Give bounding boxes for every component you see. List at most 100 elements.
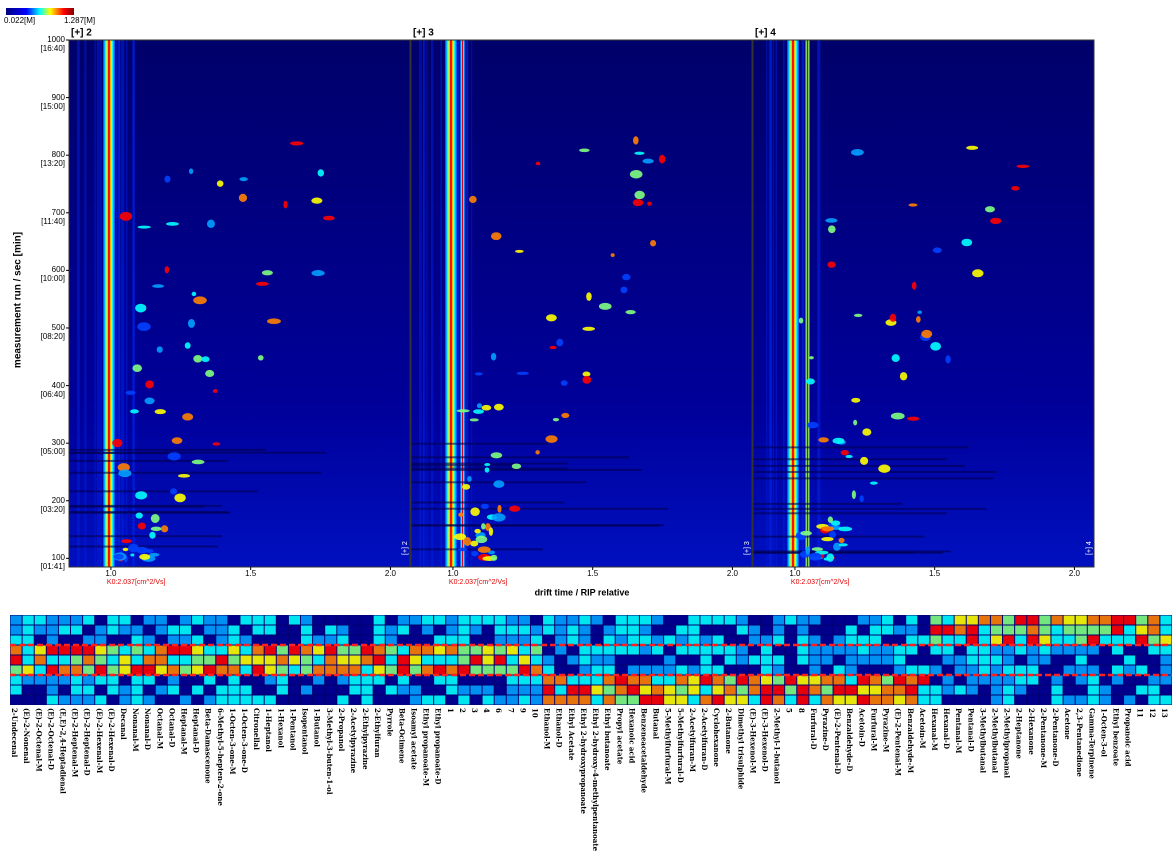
fingerprint: 2-Undecenal (E)-2-Nonenal (E)-2-Octenal-M(… xyxy=(10,615,1172,852)
fingerprint-cell xyxy=(736,645,748,655)
fingerprint-cell xyxy=(373,625,385,635)
fingerprint-cell xyxy=(567,645,579,655)
fingerprint-cell xyxy=(833,625,845,635)
fingerprint-cell xyxy=(918,655,930,665)
fingerprint-cell xyxy=(276,635,288,645)
fingerprint-cell xyxy=(821,695,833,705)
fingerprint-cell xyxy=(71,635,83,645)
x-tick-label: 1.0 xyxy=(105,569,117,578)
fingerprint-cell xyxy=(894,695,906,705)
y-tick-label: 300 [05:00] xyxy=(40,438,65,457)
fingerprint-cell xyxy=(869,645,881,655)
spot xyxy=(149,531,156,539)
compound-label: (E)-2-Octenal-D xyxy=(46,708,55,770)
spot xyxy=(477,546,491,553)
fingerprint-cell xyxy=(942,685,954,695)
spot xyxy=(850,148,864,156)
fingerprint-cell xyxy=(1051,615,1063,625)
fingerprint-cell xyxy=(760,655,773,665)
fingerprint-cell xyxy=(833,645,845,655)
fingerprint-cell xyxy=(966,675,978,685)
fingerprint-cell xyxy=(676,665,688,675)
fingerprint-cell xyxy=(506,695,518,705)
compound-label: Ethanol-D xyxy=(555,708,564,748)
spot xyxy=(915,316,921,323)
fingerprint-cell xyxy=(543,625,555,635)
fingerprint-cell xyxy=(785,635,797,645)
fingerprint-cell xyxy=(930,665,942,675)
compound-label: Benzaldehyde-M xyxy=(906,708,915,773)
spot xyxy=(149,552,160,557)
spot xyxy=(206,219,215,228)
fingerprint-cell xyxy=(664,655,676,665)
streak xyxy=(455,40,459,567)
fingerprint-cell xyxy=(748,695,760,705)
fingerprint-cell xyxy=(930,695,942,705)
fingerprint-cell xyxy=(845,685,857,695)
y-tick-label: 200 [03:20] xyxy=(40,495,65,514)
fingerprint-cell xyxy=(990,665,1003,675)
compound-label: 3-Methyl-3-buten-1-ol xyxy=(325,708,334,795)
fingerprint-cell xyxy=(1063,625,1075,635)
compound-label: 1-Butanol xyxy=(313,708,322,747)
fingerprint-cell xyxy=(288,615,300,625)
fingerprint-cell xyxy=(22,625,34,635)
fingerprint-cell xyxy=(228,615,240,625)
fingerprint-cell xyxy=(179,675,192,685)
fingerprint-cell xyxy=(276,695,288,705)
spot xyxy=(845,454,853,459)
fingerprint-cell xyxy=(845,695,857,705)
fingerprint-cell xyxy=(34,635,46,645)
fingerprint-cell xyxy=(882,685,894,695)
fingerprint-cell xyxy=(1124,655,1136,665)
spot xyxy=(493,403,504,411)
fingerprint-cell xyxy=(736,695,748,705)
fingerprint-cell xyxy=(107,655,119,665)
rip-annotation: K0:2.037[cm^2/Vs] xyxy=(449,579,508,586)
panel-background xyxy=(753,40,1094,567)
fingerprint-cell xyxy=(1087,645,1099,655)
fingerprint-cell xyxy=(397,655,409,665)
spot xyxy=(164,266,170,274)
fingerprint-cell xyxy=(409,695,422,705)
fingerprint-cell xyxy=(930,645,942,655)
spot xyxy=(1011,185,1020,191)
spot xyxy=(475,535,488,544)
spot xyxy=(154,409,166,415)
fingerprint-cell xyxy=(627,625,639,635)
fingerprint-cell xyxy=(664,675,676,685)
fingerprint-cell xyxy=(1111,635,1124,645)
fingerprint-cell xyxy=(288,655,300,665)
fingerprint-cell xyxy=(325,635,337,645)
fingerprint-cell xyxy=(409,685,422,695)
fingerprint-cell xyxy=(422,675,434,685)
fingerprint-cell xyxy=(627,635,639,645)
compound-label: 5-Methylfurfural-D xyxy=(676,708,685,783)
fingerprint-cell xyxy=(1160,655,1172,665)
fingerprint-cell xyxy=(676,615,688,625)
panel-corner: [+] 4 xyxy=(1086,541,1093,555)
fingerprint-cell xyxy=(385,625,397,635)
fingerprint-cell xyxy=(615,685,627,695)
fingerprint-cell xyxy=(446,675,458,685)
fingerprint-cell xyxy=(506,675,518,685)
fingerprint-cell xyxy=(748,625,760,635)
fingerprint-cell xyxy=(688,615,700,625)
fingerprint-cell xyxy=(567,675,579,685)
fingerprint-cell xyxy=(579,665,591,675)
fingerprint-cell xyxy=(228,685,240,695)
fingerprint-cell xyxy=(797,645,809,655)
fingerprint-cell xyxy=(1003,645,1015,655)
compound-label: 1 xyxy=(446,708,455,713)
compound-label: Propyl acetate xyxy=(615,708,624,765)
x-tick-label: 1.5 xyxy=(587,569,599,578)
fingerprint-cell xyxy=(688,625,700,635)
spot xyxy=(840,450,849,456)
fingerprint-cell xyxy=(409,625,422,635)
fingerprint-cell xyxy=(34,665,46,675)
fingerprint-cell xyxy=(46,635,58,645)
streak xyxy=(801,40,804,567)
fingerprint-cell xyxy=(143,635,155,645)
spot xyxy=(470,540,479,547)
spot xyxy=(160,525,169,533)
